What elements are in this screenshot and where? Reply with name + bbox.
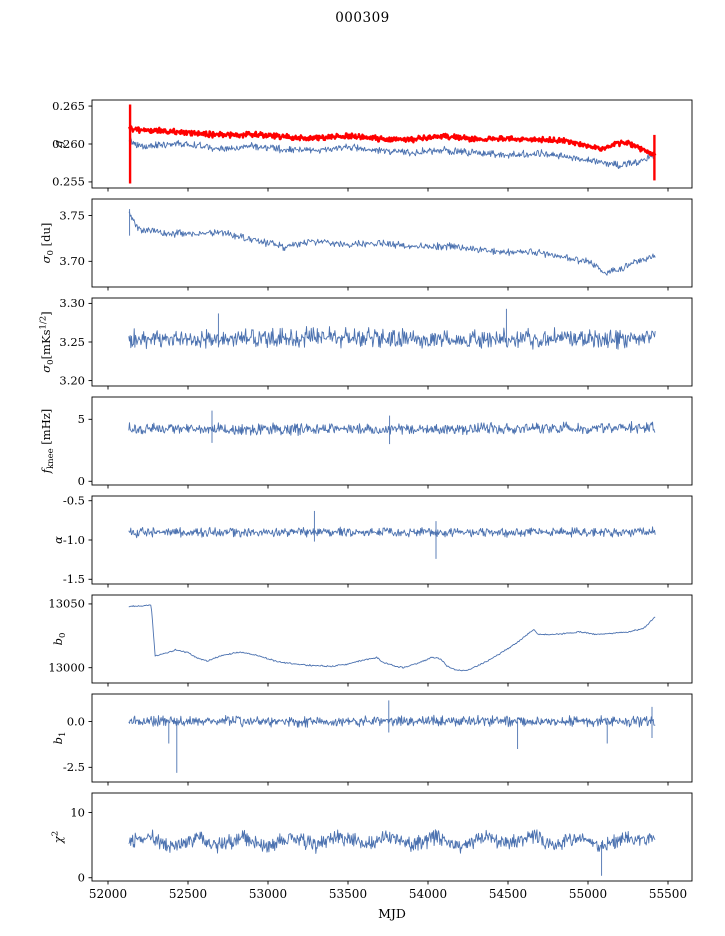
- series-alpha: [128, 526, 656, 539]
- series-g-thick-red: [127, 125, 657, 157]
- series-g-thin-blue: [128, 137, 656, 170]
- x-tick-label: 53000: [249, 887, 287, 901]
- y-tick-label: 3.75: [59, 208, 85, 222]
- x-tick-label: 52500: [169, 887, 207, 901]
- y-axis-label-b0: b0: [51, 633, 68, 646]
- y-tick-label: 0.0: [67, 714, 85, 728]
- y-axis-label-g: g: [51, 140, 65, 147]
- x-tick-label: 52000: [89, 887, 127, 901]
- y-tick-label: 0: [78, 871, 85, 885]
- y-tick-label: -1.0: [63, 533, 85, 547]
- y-tick-label: 3.70: [59, 254, 85, 268]
- y-axis-label-b1: b1: [51, 732, 68, 745]
- x-tick-label: 55500: [649, 887, 687, 901]
- y-tick-label: 13000: [48, 660, 85, 674]
- x-tick-label: 55000: [569, 887, 607, 901]
- y-axis-label-sigma0_mks: σ0[mKs1/2]: [39, 311, 57, 372]
- y-axis-label-alpha: α: [51, 536, 65, 544]
- panel-frame: [91, 99, 693, 189]
- y-axis-label-f_knee: fknee [mHz]: [39, 409, 56, 475]
- series-b0: [128, 604, 656, 672]
- panel-frame: [91, 198, 693, 288]
- y-tick-label: 0: [78, 474, 85, 488]
- panel-frame: [91, 396, 693, 486]
- y-tick-label: 5: [78, 412, 85, 426]
- y-tick-label: 13050: [48, 597, 85, 611]
- x-tick-label: 54500: [489, 887, 527, 901]
- y-tick-label: 3.20: [59, 373, 85, 387]
- panel-frame: [91, 792, 693, 882]
- series-f-knee: [128, 420, 656, 436]
- y-tick-label: 10: [70, 805, 85, 819]
- y-tick-label: -2.5: [63, 760, 85, 774]
- panel-chi2: 0 10 52000 52500 53000 53500 54000 54500 55000 55…: [51, 792, 693, 901]
- y-tick-label: -0.5: [63, 494, 85, 508]
- y-tick-label: 0.255: [52, 175, 85, 189]
- series-sigma0-mks: [128, 326, 656, 350]
- panel-g: 0.255 0.260 0.265 g: [51, 99, 693, 192]
- panel-frame: [91, 693, 693, 783]
- y-tick-label: 3.30: [59, 296, 85, 310]
- y-tick-label: 0.260: [52, 137, 85, 151]
- y-tick-label: 3.25: [59, 335, 85, 349]
- x-axis-label: MJD: [378, 906, 406, 921]
- y-tick-label: -1.5: [63, 572, 85, 586]
- series-sigma0-du: [128, 211, 656, 276]
- x-tick-label: 54000: [409, 887, 447, 901]
- series-b1: [128, 714, 656, 728]
- x-tick-label: 53500: [329, 887, 367, 901]
- panel-f_knee: 0 5 fknee [mHz]: [39, 396, 693, 489]
- panel-frame: [91, 495, 693, 585]
- y-tick-label: 0.265: [52, 99, 85, 113]
- series-chi2: [128, 829, 656, 854]
- y-axis-label-chi2: χ2: [51, 831, 66, 844]
- figure-title: 000309: [335, 10, 390, 26]
- panel-b0: 13000 13050 b0: [48, 594, 693, 687]
- panel-b1: -2.5 0.0 b1: [51, 693, 693, 786]
- y-axis-label-sigma0_du: σ0 [du]: [39, 223, 56, 264]
- panel-frame: [91, 594, 693, 684]
- panel-alpha: -1.5 -1.0 -0.5 α: [51, 494, 693, 588]
